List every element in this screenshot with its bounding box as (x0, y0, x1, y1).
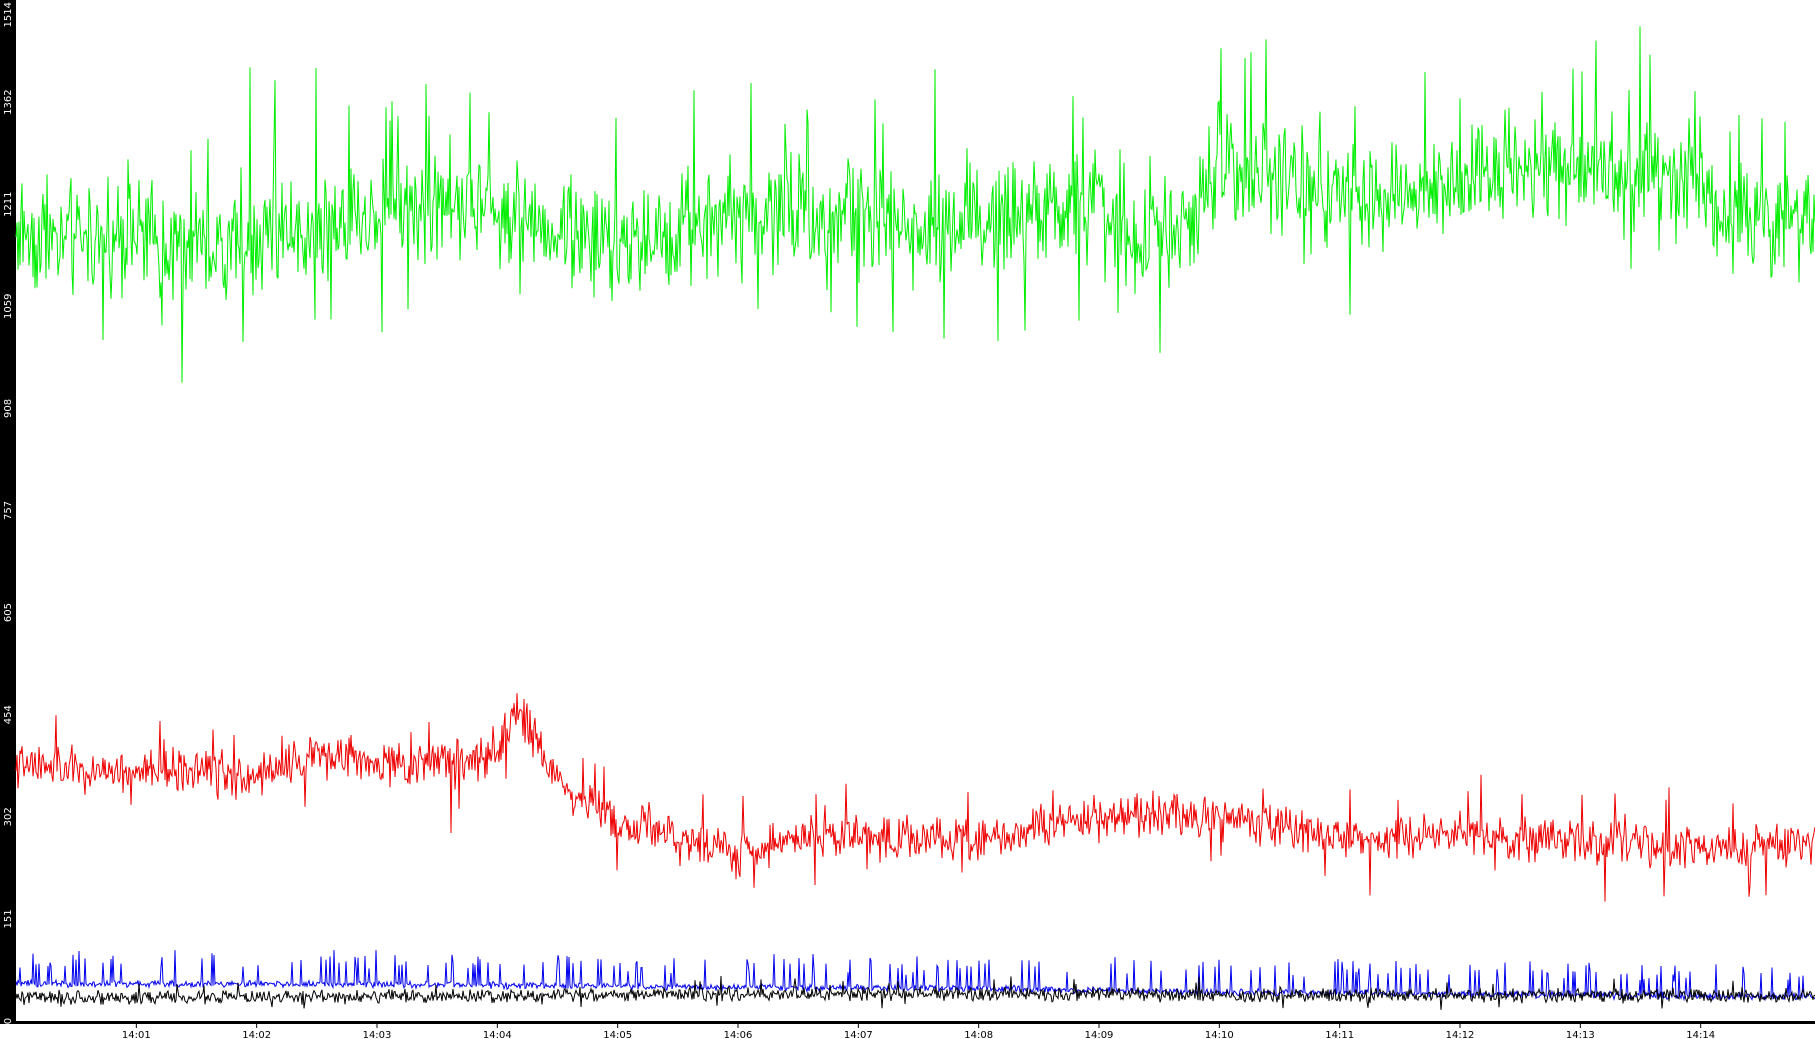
x-tick-label: 14:03 (363, 1030, 392, 1039)
x-tick-label: 14:14 (1686, 1030, 1715, 1039)
x-tick-label: 14:11 (1325, 1030, 1354, 1039)
series-line-3 (15, 975, 1815, 1010)
x-axis-bar (0, 1021, 1815, 1024)
y-tick-label: 908 (3, 399, 14, 418)
y-tick-label: 1059 (3, 294, 14, 319)
y-tick-label: 757 (3, 501, 14, 520)
y-tick-label: 151 (3, 909, 14, 928)
x-tick-label: 14:06 (724, 1030, 753, 1039)
y-tick-label: 1362 (3, 89, 14, 114)
x-tick-label: 14:12 (1446, 1030, 1475, 1039)
y-axis-bar (0, 0, 16, 1024)
x-tick-label: 14:07 (844, 1030, 873, 1039)
x-axis-ticks: 14:01 14:02 14:03 14:04 14:05 14:06 14:07 14:08… (122, 1024, 1715, 1039)
series-line-2 (15, 950, 1815, 1002)
y-tick-label: 1211 (3, 191, 14, 216)
y-axis-ticks: 0 151 302 454 605 757 908 1059 1211 1362 1514 (3, 2, 14, 1024)
series-line-0 (15, 26, 1815, 383)
y-tick-label: 0 (3, 1018, 14, 1024)
series-layer (15, 26, 1815, 1010)
x-tick-label: 14:02 (242, 1030, 271, 1039)
x-tick-label: 14:09 (1085, 1030, 1114, 1039)
y-tick-label: 1514 (3, 2, 14, 27)
x-tick-label: 14:10 (1205, 1030, 1234, 1039)
x-tick-label: 14:13 (1566, 1030, 1595, 1039)
y-tick-label: 605 (3, 603, 14, 622)
x-tick-label: 14:04 (483, 1030, 512, 1039)
series-line-1 (15, 693, 1815, 902)
x-tick-label: 14:05 (603, 1030, 632, 1039)
x-tick-label: 14:01 (122, 1030, 151, 1039)
x-tick-label: 14:08 (964, 1030, 993, 1039)
y-tick-label: 302 (3, 807, 14, 826)
y-tick-label: 454 (3, 705, 14, 724)
